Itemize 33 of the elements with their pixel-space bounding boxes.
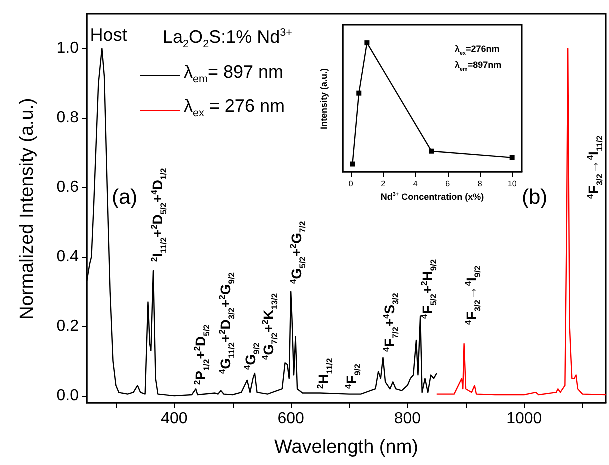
x-tick-label: 800 [394,410,422,428]
y-tick-label: 0.8 [56,110,80,127]
x-axis-title: Nd$^{3+}$ Concentration (x%) [380,192,484,202]
annotation: Host [90,24,128,45]
legend-label: λ$_{ex}$ = 276 nm [184,95,285,122]
x-tick-label: 2 [381,180,386,188]
x-tick-label: 8 [478,180,483,188]
legend-label: λ$_{em}$= 897 nm [184,60,284,88]
point [350,162,356,167]
y-tick-label: 1.0 [56,40,80,58]
y-axis-title: Intensity (a.u.) [319,68,329,130]
annotation: (b) [522,186,548,210]
point [364,40,370,46]
x-tick-label: 400 [161,410,188,428]
annotation: λ$_{ex}$=276nm [455,44,500,57]
x-tick-label: 600 [278,410,305,428]
x-tick-label: 0 [348,180,354,188]
point [510,155,515,160]
y-tick-label: 0.6 [56,179,80,196]
y-axis-title: Normalized Intensity (a.u.) [17,98,39,320]
y-tick-label: 0.2 [56,318,80,336]
x-tick-label: 6 [446,180,451,188]
annotation: (a) [112,186,138,210]
x-axis-title: Wavelength (nm) [274,437,418,459]
x-tick-label: 10 [508,180,518,188]
legend-title: La$_{2}$O$_{2}$S:1% Nd$^{3+}$ [162,26,292,53]
point [429,148,434,154]
x-tick-label: 1000 [506,410,542,428]
y-tick-label: 0.4 [56,248,80,266]
annotation: λ$_{em}$=897nm [455,60,502,73]
point [356,90,362,96]
x-tick-label: 4 [413,180,418,188]
y-tick-label: 0.0 [56,388,80,405]
